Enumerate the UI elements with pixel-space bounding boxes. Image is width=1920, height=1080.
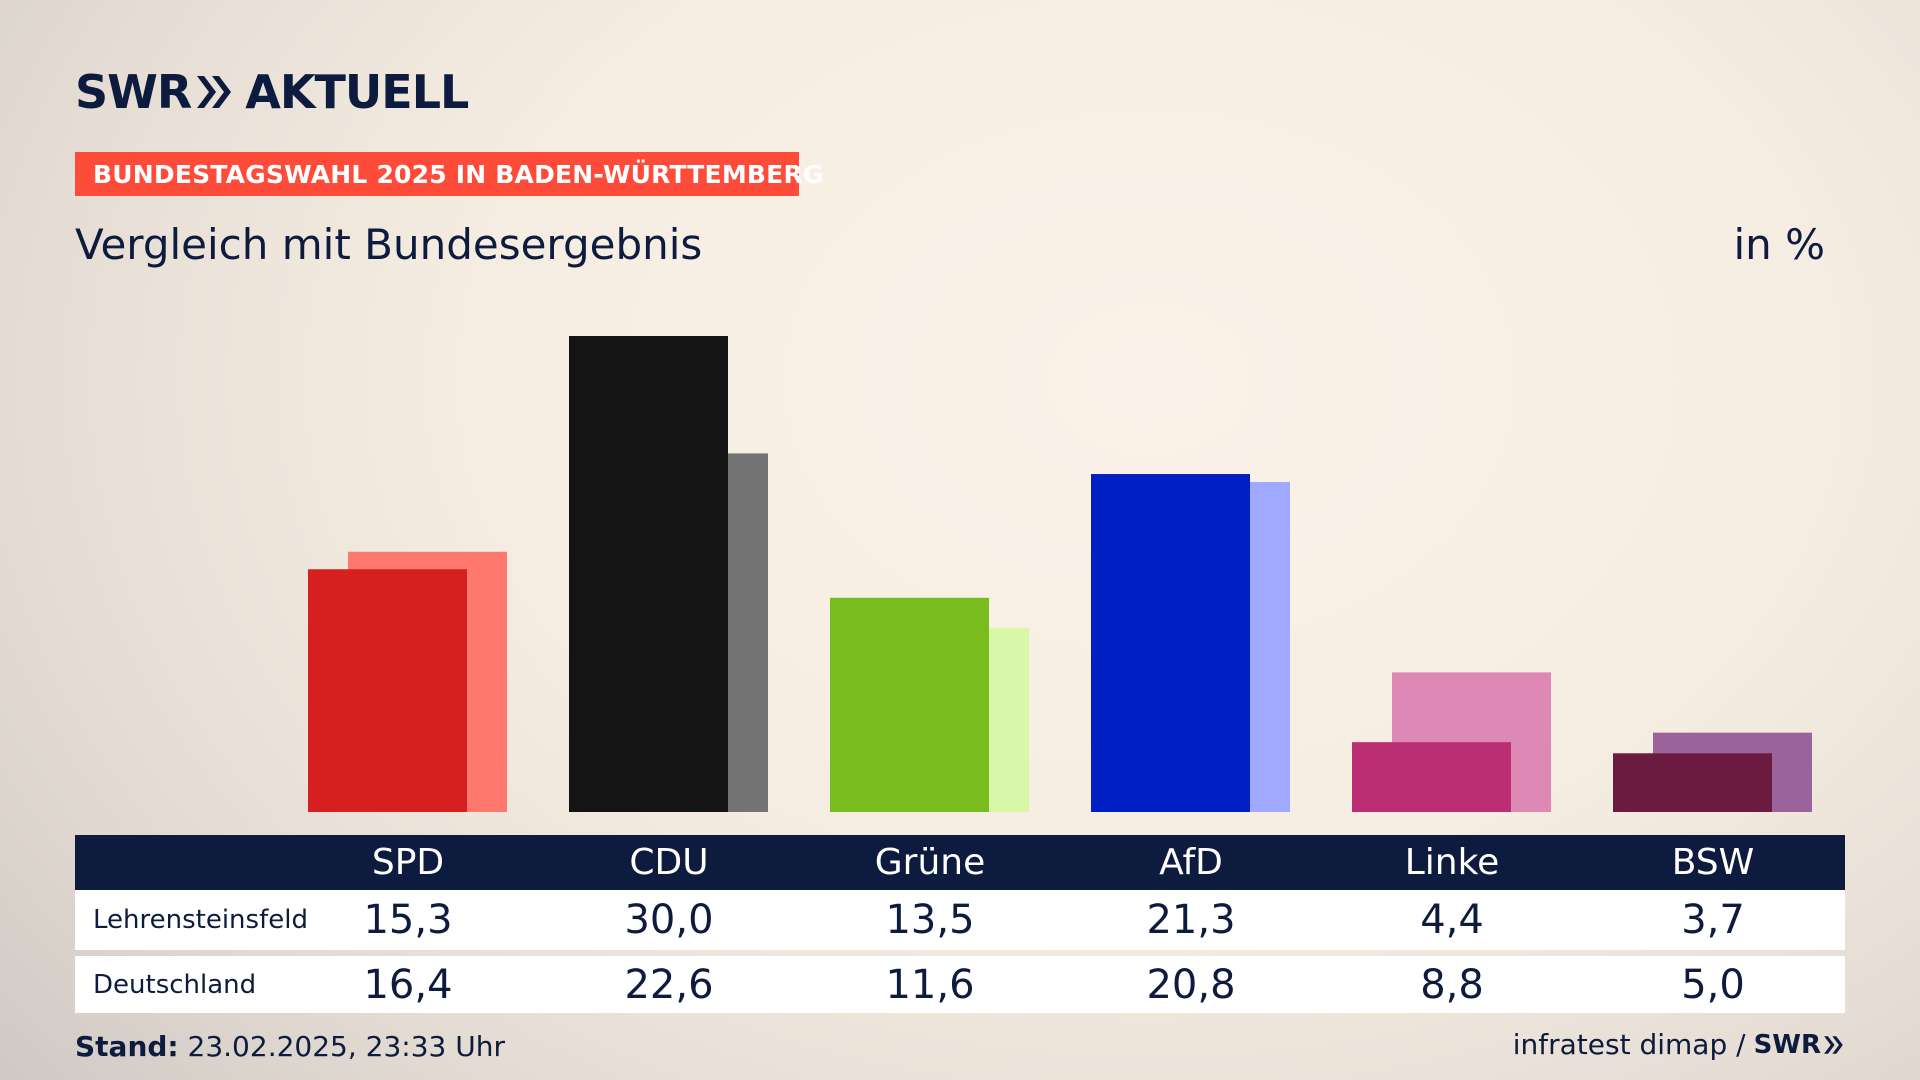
- small-swr-text: SWR: [1753, 1029, 1821, 1060]
- bar-linke-lehrensteinsfeld: [1352, 742, 1511, 812]
- source-credit: infratest dimap / SWR: [1513, 1028, 1845, 1061]
- bar-afd-lehrensteinsfeld: [1091, 474, 1250, 812]
- header-grune: Grüne: [874, 842, 986, 883]
- table-header: SPD CDU Grüne AfD Linke BSW: [75, 835, 1845, 890]
- bar-cdu-lehrensteinsfeld: [569, 336, 728, 812]
- bar-bsw-lehrensteinsfeld: [1613, 753, 1772, 812]
- table-row-deutschland: Deutschland 16,4 22,6 11,6 20,8 8,8 5,0: [75, 956, 1845, 1013]
- row-label-deutschland: Deutschland: [93, 969, 257, 1000]
- value-spd-deutschland: 16,4: [363, 961, 453, 1008]
- row-label-lehrensteinsfeld: Lehrensteinsfeld: [93, 905, 308, 935]
- value-spd-lehrensteinsfeld: 15,3: [363, 897, 453, 943]
- bar-grune-lehrensteinsfeld: [830, 597, 989, 812]
- logo-swr-text: SWR: [75, 65, 192, 119]
- stand-label: Stand:: [75, 1030, 179, 1063]
- value-afd-deutschland: 20,8: [1146, 961, 1236, 1008]
- value-cdu-deutschland: 22,6: [624, 961, 714, 1008]
- value-afd-lehrensteinsfeld: 21,3: [1146, 897, 1236, 943]
- value-cdu-lehrensteinsfeld: 30,0: [624, 897, 714, 943]
- value-bsw-deutschland: 5,0: [1681, 961, 1745, 1008]
- small-swr-logo: SWR: [1754, 1030, 1845, 1060]
- election-banner: BUNDESTAGSWAHL 2025 IN BADEN-WÜRTTEMBERG: [75, 152, 823, 196]
- small-double-chevron-icon: [1824, 1035, 1843, 1054]
- value-bsw-lehrensteinsfeld: 3,7: [1681, 897, 1745, 943]
- source-text: infratest dimap /: [1512, 1028, 1746, 1061]
- double-chevron-right-icon: [197, 76, 232, 108]
- logo-aktuell-text: AKTUELL: [245, 65, 469, 119]
- header-linke: Linke: [1404, 842, 1500, 883]
- value-linke-lehrensteinsfeld: 4,4: [1420, 897, 1484, 943]
- header-cdu: CDU: [629, 842, 709, 883]
- chart-subtitle: Vergleich mit Bundesergebnis: [75, 220, 703, 269]
- table-row-lehrensteinsfeld: Lehrensteinsfeld 15,3 30,0 13,5 21,3 4,4 3,7: [75, 890, 1845, 950]
- value-grune-lehrensteinsfeld: 13,5: [885, 897, 975, 943]
- results-table: SPD CDU Grüne AfD Linke BSW Lehrensteinsfeld …: [75, 835, 1845, 1013]
- timestamp: Stand: 23.02.2025, 23:33 Uhr: [75, 1030, 505, 1063]
- unit-label: in %: [1733, 220, 1825, 269]
- swr-aktuell-logo: SWR AKTUELL: [75, 65, 469, 119]
- value-grune-deutschland: 11,6: [885, 961, 975, 1008]
- stand-value: 23.02.2025, 23:33 Uhr: [187, 1030, 505, 1063]
- header-spd: SPD: [371, 842, 445, 883]
- header-bsw: BSW: [1671, 842, 1755, 883]
- bar-spd-lehrensteinsfeld: [308, 569, 467, 812]
- value-linke-deutschland: 8,8: [1420, 961, 1484, 1008]
- bar-chart: [308, 336, 1812, 812]
- header-afd: AfD: [1159, 842, 1223, 883]
